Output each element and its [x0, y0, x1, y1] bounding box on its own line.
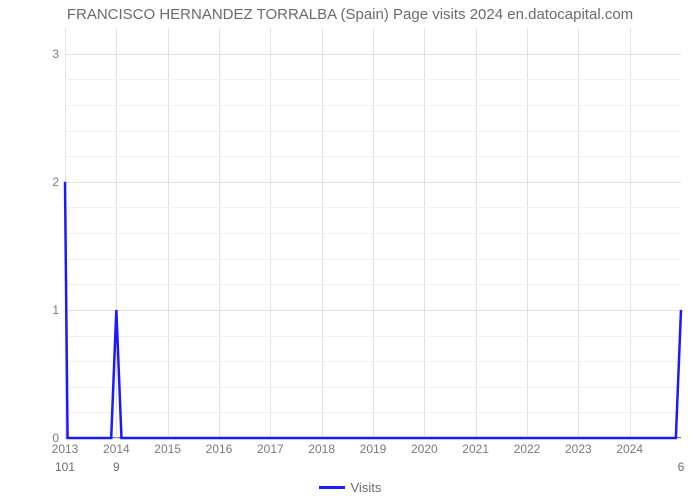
legend-swatch: [319, 486, 345, 489]
series-data-label: 6: [678, 460, 685, 474]
y-tick-label: 1: [43, 303, 59, 317]
x-tick-label: 2014: [103, 442, 130, 456]
x-tick-label: 2022: [514, 442, 541, 456]
x-tick-label: 2023: [565, 442, 592, 456]
x-tick-label: 2016: [206, 442, 233, 456]
x-tick-label: 2015: [154, 442, 181, 456]
chart-title: FRANCISCO HERNANDEZ TORRALBA (Spain) Pag…: [0, 6, 700, 23]
x-tick-label: 2018: [308, 442, 335, 456]
y-tick-label: 0: [43, 431, 59, 445]
series-data-label: 101: [55, 460, 75, 474]
line-series: [65, 28, 681, 438]
series-polyline: [65, 182, 681, 438]
y-tick-label: 3: [43, 47, 59, 61]
x-tick-label: 2021: [462, 442, 489, 456]
legend-label: Visits: [351, 480, 382, 495]
plot-area: 10196: [65, 28, 681, 438]
y-tick-label: 2: [43, 175, 59, 189]
x-tick-label: 2019: [360, 442, 387, 456]
x-tick-label: 2024: [616, 442, 643, 456]
chart-container: FRANCISCO HERNANDEZ TORRALBA (Spain) Pag…: [0, 0, 700, 500]
legend: Visits: [319, 480, 382, 495]
series-data-label: 9: [113, 460, 120, 474]
x-tick-label: 2020: [411, 442, 438, 456]
x-tick-label: 2017: [257, 442, 284, 456]
